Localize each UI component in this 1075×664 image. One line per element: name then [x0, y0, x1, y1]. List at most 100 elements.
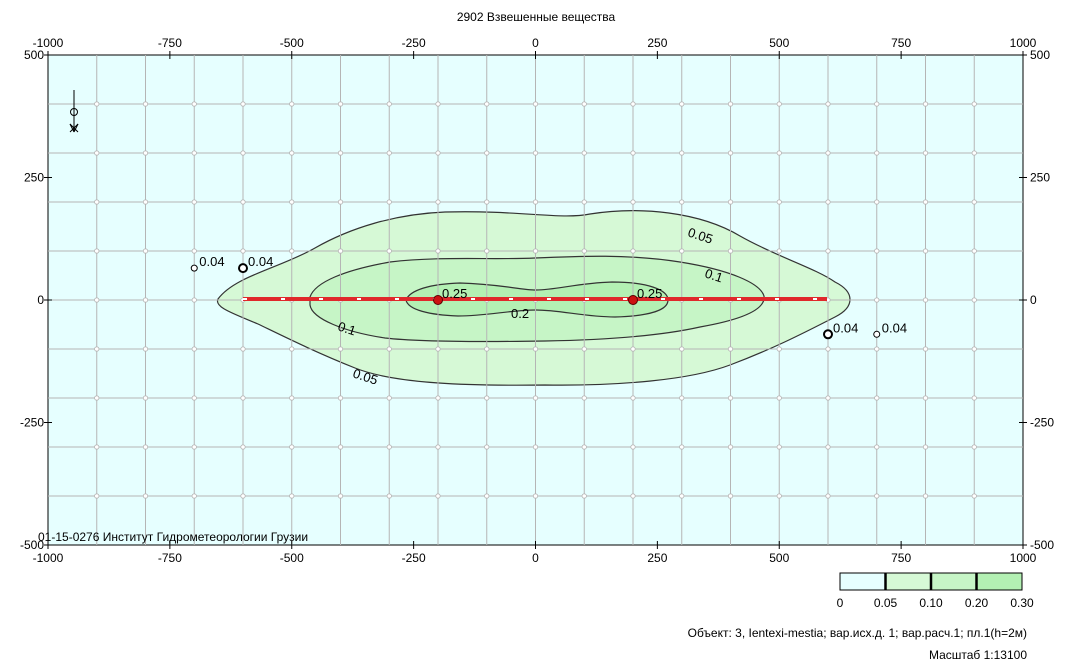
- grid-node: [289, 101, 295, 107]
- legend-tick-label: 0.30: [1010, 596, 1034, 610]
- grid-node: [825, 395, 831, 401]
- grid-node: [727, 493, 734, 499]
- grid-node: [142, 101, 149, 107]
- grid-node: [581, 248, 587, 254]
- grid-node: [825, 444, 831, 450]
- grid-node: [142, 248, 149, 254]
- grid-node: [142, 297, 149, 303]
- grid-node: [386, 248, 392, 254]
- grid-node: [776, 150, 782, 156]
- grid-node: [240, 346, 246, 352]
- y-tick-label-right: 500: [1030, 48, 1050, 62]
- grid-node: [240, 199, 246, 205]
- legend-tick-label: 0.05: [874, 596, 898, 610]
- grid-node: [337, 101, 344, 107]
- x-tick-label-top: 500: [769, 36, 789, 50]
- grid-node: [825, 493, 831, 499]
- grid-node: [922, 395, 929, 401]
- grid-node: [386, 395, 392, 401]
- grid-node: [532, 199, 539, 205]
- grid-node: [971, 199, 977, 205]
- grid-node: [630, 493, 636, 499]
- sources: 0.25 0.25: [433, 286, 662, 305]
- grid-node: [532, 150, 539, 156]
- grid-node: [776, 101, 782, 107]
- legend-swatch: [839, 572, 886, 591]
- contour-label-0-05-bottom: 0.05: [351, 366, 380, 388]
- grid-node: [630, 248, 636, 254]
- grid-node: [581, 150, 587, 156]
- grid-node: [386, 150, 392, 156]
- grid-node: [337, 248, 344, 254]
- x-tick-label-bottom: 0: [532, 551, 539, 565]
- grid-node: [484, 150, 490, 156]
- point-marker: [873, 330, 881, 338]
- grid-node: [386, 199, 392, 205]
- grid-node: [971, 150, 977, 156]
- grid-node: [435, 199, 441, 205]
- legend-swatch: [930, 572, 977, 591]
- grid-node: [776, 395, 782, 401]
- grid-node: [484, 346, 490, 352]
- x-tick-label-top: 750: [891, 36, 911, 50]
- grid-node: [776, 199, 782, 205]
- grid-node: [435, 395, 441, 401]
- grid-node: [874, 248, 880, 254]
- grid-node: [240, 101, 246, 107]
- grid-node: [484, 395, 490, 401]
- grid-node: [679, 248, 685, 254]
- grid-node: [727, 395, 734, 401]
- grid-node: [727, 150, 734, 156]
- grid-node: [289, 199, 295, 205]
- grid-node: [922, 150, 929, 156]
- chart-title: 2902 Взвешенные вещества: [457, 10, 616, 24]
- grid-node: [142, 395, 149, 401]
- grid-node: [581, 346, 587, 352]
- grid-node: [240, 248, 246, 254]
- y-tick-label-right: -500: [1030, 538, 1054, 552]
- grid-node: [337, 346, 344, 352]
- grid-node: [874, 199, 880, 205]
- grid-node: [289, 493, 295, 499]
- grid-node: [727, 444, 734, 450]
- grid-node: [630, 199, 636, 205]
- object-info: Объект: 3, Ientexi-mestia; вар.исх.д. 1;…: [688, 626, 1027, 640]
- x-tick-label-bottom: -1000: [33, 551, 64, 565]
- grid-node: [776, 444, 782, 450]
- grid-node: [337, 395, 344, 401]
- grid-node: [386, 444, 392, 450]
- grid-node: [191, 493, 197, 499]
- grid-node: [581, 444, 587, 450]
- point-value-label: 0.04: [248, 254, 273, 269]
- grid-node: [240, 493, 246, 499]
- grid-node: [825, 346, 831, 352]
- grid-node: [484, 493, 490, 499]
- grid-node: [484, 444, 490, 450]
- grid-node: [776, 493, 782, 499]
- point-marker: [238, 263, 248, 274]
- source-value-label: 0.25: [637, 286, 662, 301]
- grid-node: [874, 444, 880, 450]
- grid-node: [874, 297, 880, 303]
- grid-node: [94, 346, 100, 352]
- grid-node: [94, 150, 100, 156]
- grid-node: [337, 493, 344, 499]
- grid-node: [825, 150, 831, 156]
- grid-node: [532, 444, 539, 450]
- grid-node: [94, 395, 100, 401]
- grid-node: [386, 101, 392, 107]
- contour-label-0-1-top: 0.1: [703, 266, 725, 286]
- grid-node: [94, 199, 100, 205]
- grid-node: [435, 248, 441, 254]
- grid-node: [825, 248, 831, 254]
- grid-node: [679, 150, 685, 156]
- grid-node: [289, 346, 295, 352]
- contour-label-0-1-bottom: 0.1: [336, 319, 358, 339]
- x-tick-label-top: -750: [158, 36, 182, 50]
- y-tick-label-left: 500: [24, 48, 44, 62]
- source-marker: [628, 295, 638, 305]
- grid-node: [532, 395, 539, 401]
- grid-node: [289, 150, 295, 156]
- grid-node: [532, 346, 539, 352]
